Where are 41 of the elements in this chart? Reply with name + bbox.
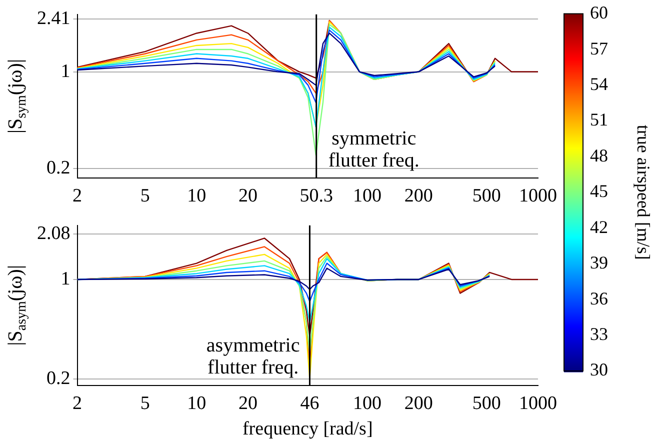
color-bar-label: 42 [590, 216, 608, 237]
color-bar-title: true airspeed [m/s] [633, 124, 654, 260]
color-bar-label: 45 [590, 181, 608, 202]
y-tick-label: 1 [60, 268, 70, 290]
x-tick-label: 1000 [519, 186, 557, 207]
x-tick-label: 1000 [519, 392, 557, 414]
x-tick-label: 200 [404, 392, 433, 414]
x-tick-label: 200 [404, 186, 433, 207]
y-axis-title: |Ssym(jω)| [4, 59, 30, 134]
x-tick-label: 5 [140, 392, 150, 414]
x-tick-label: 20 [238, 186, 258, 207]
color-bar-label: 39 [590, 252, 608, 273]
x-axis-title: frequency [rad/s] [242, 418, 373, 440]
x-tick-label: 100 [353, 392, 382, 414]
color-bar-label: 36 [590, 288, 608, 308]
y-axis-title: |Sasym(jω)| [4, 265, 30, 346]
color-bar-label: 30 [590, 360, 608, 380]
x-tick-label: 5 [140, 186, 150, 207]
x-tick-label: 50.3 [300, 186, 333, 207]
x-tick-label: 10 [187, 392, 206, 414]
color-bar-label: 60 [590, 2, 608, 23]
x-tick-label: 20 [238, 392, 258, 414]
y-tick-label: 2.08 [37, 223, 70, 244]
x-tick-label: 500 [472, 392, 501, 414]
y-tick-label: 1 [60, 60, 70, 82]
color-bar-label: 51 [590, 110, 608, 130]
x-tick-label: 100 [353, 186, 382, 207]
x-tick-label: 10 [187, 186, 206, 207]
color-bar-label: 54 [590, 74, 608, 94]
color-bar-label: 33 [590, 324, 608, 344]
y-tick-label: 0.2 [46, 368, 70, 389]
y-tick-label: 0.2 [46, 157, 70, 178]
x-tick-label: 500 [472, 186, 501, 207]
annotation: asymmetric flutter freq. [206, 334, 300, 379]
color-bar-label: 57 [590, 38, 608, 58]
annotation: symmetric flutter freq. [328, 127, 420, 172]
y-tick-label: 2.41 [37, 8, 70, 29]
x-tick-label: 2 [72, 392, 82, 414]
x-tick-label: 46 [300, 392, 320, 414]
color-bar-label: 48 [590, 145, 608, 166]
x-tick-label: 2 [72, 186, 82, 207]
